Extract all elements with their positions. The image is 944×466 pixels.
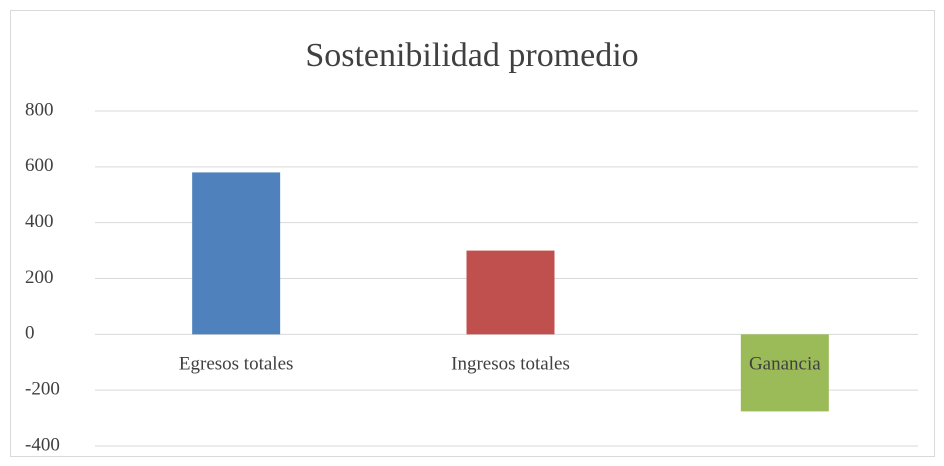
y-tick-label: 600 (25, 155, 54, 176)
x-tick-label: Ingresos totales (451, 354, 570, 375)
y-tick-label: 0 (25, 323, 35, 344)
x-tick-label: Egresos totales (179, 354, 294, 375)
y-tick-label: -400 (25, 434, 60, 455)
chart-title: Sostenibilidad promedio (305, 37, 638, 74)
bar (466, 250, 555, 335)
x-tick-label: Ganancia (749, 354, 821, 375)
bar (740, 334, 829, 412)
y-tick-label: 400 (25, 211, 54, 232)
y-tick-label: -200 (25, 379, 60, 400)
bar (192, 172, 281, 335)
y-tick-label: 800 (25, 99, 54, 120)
y-tick-label: 200 (25, 267, 54, 288)
